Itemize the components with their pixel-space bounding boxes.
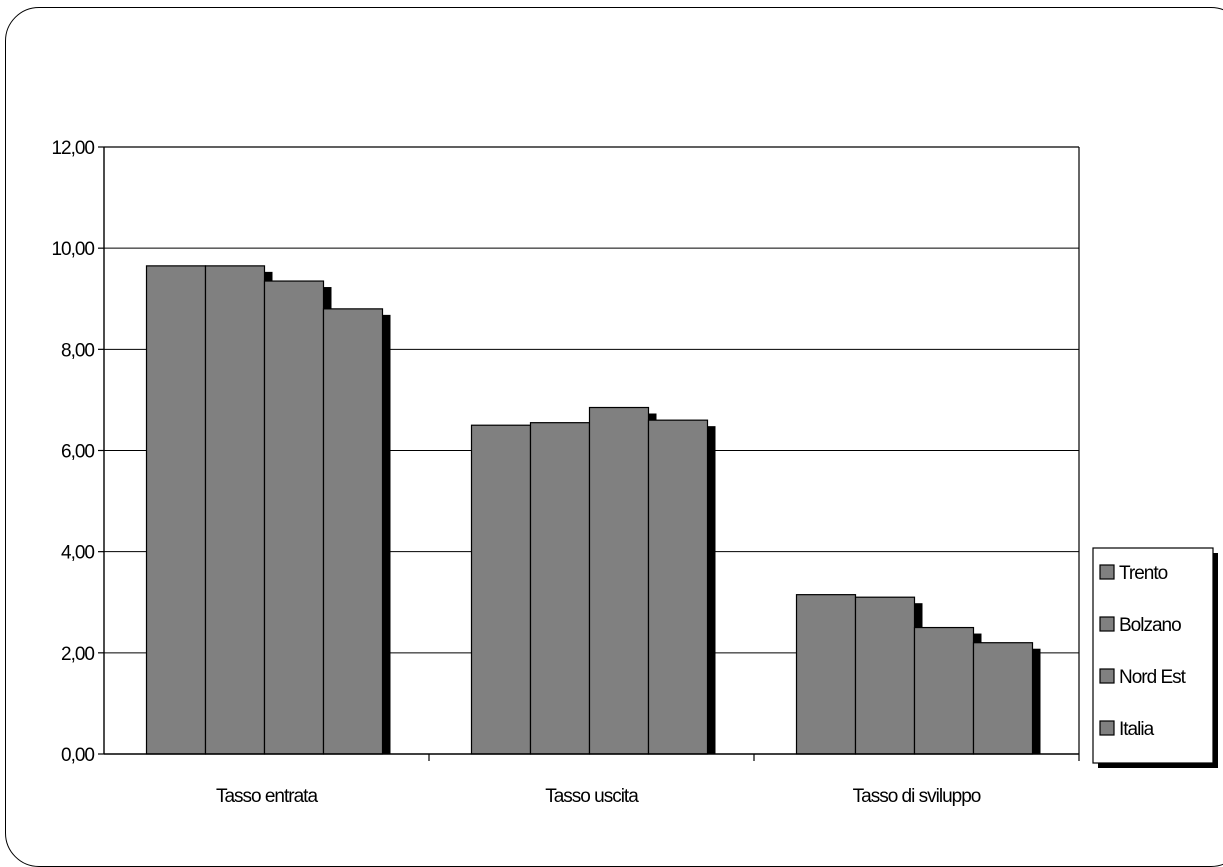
bar-nord-est: [588, 406, 650, 755]
bar-trento: [145, 265, 207, 755]
axis-layer: 0,00 2,00 4,00 6,00 8,00 10,00 12,00 Tasso entr…: [51, 138, 1080, 807]
bar-bolzano: [854, 596, 916, 755]
legend: Trento Bolzano Nord Est Italia: [1092, 547, 1218, 768]
y-tick-label: 8,00: [61, 340, 94, 361]
bar-nord-est: [263, 280, 325, 755]
legend-swatch: [1099, 564, 1115, 580]
y-tick-label: 0,00: [61, 745, 94, 766]
y-tick-label: 10,00: [51, 239, 94, 260]
bar-trento: [470, 424, 532, 755]
legend-swatch: [1099, 720, 1115, 736]
bar-bolzano: [529, 422, 591, 755]
y-tick-label: 6,00: [61, 442, 94, 463]
legend-swatch: [1099, 616, 1115, 632]
bars-layer: [145, 265, 1041, 755]
bar-italia: [322, 308, 384, 755]
y-tick-label: 2,00: [61, 644, 94, 665]
legend-swatch: [1099, 668, 1115, 684]
chart-svg: 0,00 2,00 4,00 6,00 8,00 10,00 12,00 Tasso entr…: [51, 138, 1218, 807]
x-category-label: Tasso entrata: [216, 786, 318, 807]
legend-label: Trento: [1119, 563, 1168, 584]
legend-label: Nord Est: [1119, 667, 1187, 688]
bar-italia: [647, 419, 709, 755]
bar-trento: [795, 594, 857, 755]
bar-bolzano: [204, 265, 266, 755]
x-category-label: Tasso uscita: [545, 786, 639, 807]
y-tick-label: 4,00: [61, 543, 94, 564]
legend-label: Bolzano: [1119, 615, 1181, 636]
bar-nord-est: [913, 626, 975, 755]
x-category-label: Tasso di sviluppo: [853, 786, 981, 807]
bar-italia: [972, 642, 1034, 755]
y-tick-label: 12,00: [51, 138, 94, 159]
legend-label: Italia: [1119, 719, 1155, 740]
